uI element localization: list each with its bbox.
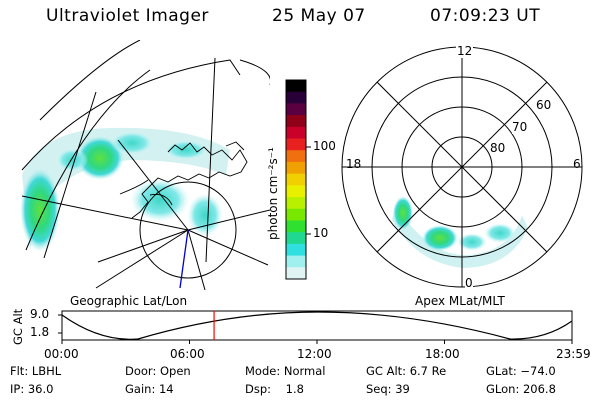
timeline-x-ticks <box>58 314 573 344</box>
colorbar-cell <box>286 232 306 245</box>
polar-panel-caption: Apex MLat/MLT <box>415 294 505 308</box>
colorbar <box>286 80 306 280</box>
colorbar-cell <box>286 185 306 198</box>
colorbar-cell <box>286 115 306 128</box>
mlat-label-70: 70 <box>512 120 528 134</box>
geo-subsatellite-track <box>179 229 189 289</box>
info-glon: GLon: 206.8 <box>486 382 556 396</box>
colorbar-unit-label: photon cm⁻²s⁻¹ <box>266 147 280 240</box>
timeline-ytick-1.8: 1.8 <box>30 325 50 339</box>
info-gain: Gain: 14 <box>125 382 174 396</box>
colorbar-cell <box>286 267 306 280</box>
timeline-xtick-0000: 00:00 <box>44 347 79 361</box>
colorbar-frame <box>285 79 307 280</box>
mlt-label-6: 6 <box>573 157 581 171</box>
colorbar-cell <box>286 80 306 93</box>
mlat-label-60: 60 <box>536 98 552 112</box>
timeline-altitude-curve <box>61 311 573 340</box>
info-door: Door: Open <box>125 364 191 378</box>
info-gc-alt: GC Alt: 6.7 Re <box>366 364 447 378</box>
info-ip: IP: 36.0 <box>10 382 54 396</box>
timeline-xtick-0600: 06:00 <box>170 347 205 361</box>
timeline-xtick-2359: 23:59 <box>556 347 591 361</box>
timeline-xtick-1200: 12:00 <box>297 347 332 361</box>
timeline-frame <box>61 310 573 341</box>
colorbar-cell <box>286 103 306 116</box>
colorbar-tick-label-100: 100 <box>313 139 336 153</box>
altitude-timeline <box>58 310 573 344</box>
geo-coastline <box>119 141 248 219</box>
info-filter: Flt: LBHL <box>10 364 62 378</box>
colorbar-cell <box>286 197 306 210</box>
polar-panel <box>341 46 583 288</box>
colorbar-cell <box>286 243 306 257</box>
timeline-xtick-1800: 18:00 <box>425 347 460 361</box>
info-seq: Seq: 39 <box>366 382 410 396</box>
colorbar-cell <box>286 220 306 233</box>
colorbar-cell <box>286 255 306 268</box>
instrument-title: Ultraviolet Imager <box>46 6 209 26</box>
observation-date: 25 May 07 <box>272 6 366 26</box>
colorbar-tick-label-10: 10 <box>313 226 329 240</box>
timeline-ylabel: GC Alt <box>11 308 25 345</box>
info-glat: GLat: −74.0 <box>486 364 556 378</box>
polar-aurora-emission <box>392 196 528 268</box>
colorbar-cell <box>286 173 306 186</box>
colorbar-cell <box>286 208 306 221</box>
colorbar-cell <box>286 91 306 104</box>
mlt-label-12: 12 <box>456 44 474 58</box>
colorbar-cell <box>286 150 306 163</box>
observation-time: 07:09:23 UT <box>430 6 541 26</box>
colorbar-cell <box>286 138 306 151</box>
colorbar-cell <box>286 126 306 140</box>
info-mode: Mode: Normal <box>245 364 326 378</box>
info-dsp: Dsp: 1.8 <box>245 382 304 396</box>
colorbar-cell <box>286 161 306 175</box>
mlt-label-18: 18 <box>346 157 362 171</box>
geo-panel-caption: Geographic Lat/Lon <box>70 294 188 308</box>
mlat-label-80: 80 <box>490 141 506 155</box>
mlt-label-0: 0 <box>465 276 473 290</box>
timeline-ytick-9: 9.0 <box>30 307 50 321</box>
geo-aurora-emission <box>20 127 230 252</box>
polar-grid <box>341 46 583 288</box>
geographic-panel <box>20 40 270 290</box>
